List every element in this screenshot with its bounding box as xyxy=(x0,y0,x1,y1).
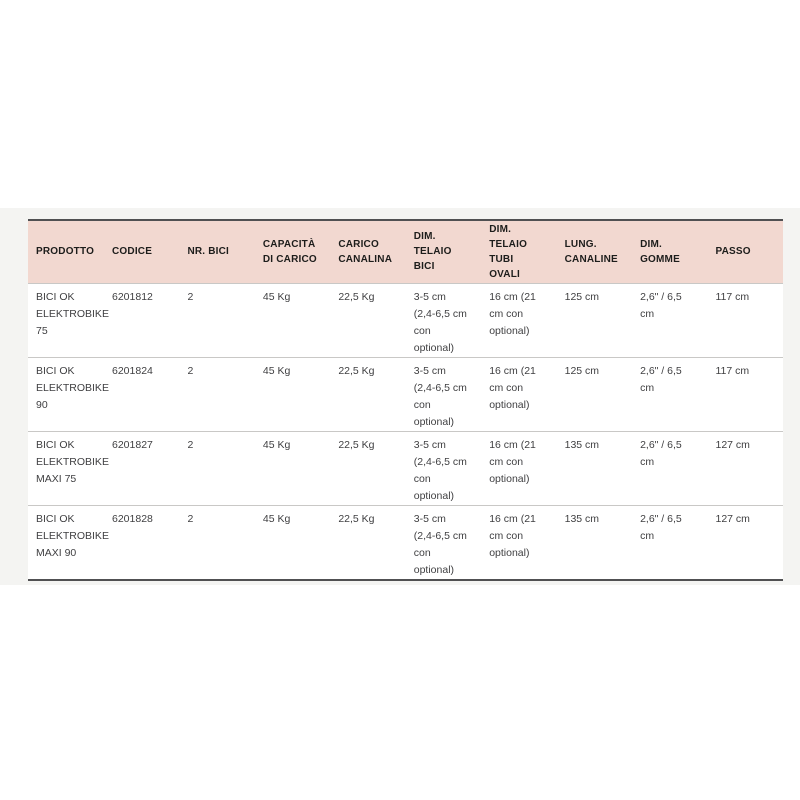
table-body: BICI OK ELEKTROBIKE 75 6201812 2 45 Kg 22,5 … xyxy=(28,283,783,580)
table-cell: 127 cm xyxy=(715,512,750,525)
table-cell: 22,5 Kg xyxy=(338,364,375,377)
table-cell: 2 xyxy=(187,290,194,303)
table-cell: 16 cm (21 cm con optional) xyxy=(489,512,536,559)
table-cell: 6201828 xyxy=(112,512,153,525)
column-header-passo: PASSO xyxy=(707,220,783,284)
table-cell: 2 xyxy=(187,364,194,377)
table-cell: 117 cm xyxy=(715,290,750,303)
table-header: PRODOTTO CODICE NR. BICI CAPACITÀ DI CAR… xyxy=(28,220,783,284)
table-cell: 2,6" / 6,5 cm xyxy=(640,364,682,394)
column-header-dim-telaio: DIM. TELAIO BICI xyxy=(405,220,482,284)
table-cell: 117 cm xyxy=(715,364,750,377)
table-cell: 127 cm xyxy=(715,438,750,451)
column-header-lung-canaline: LUNG. CANALINE xyxy=(556,220,633,284)
table-cell: 6201827 xyxy=(112,438,153,451)
column-header-nr-bici: NR. BICI xyxy=(179,220,255,284)
table-cell: 2 xyxy=(187,438,194,451)
table-row: BICI OK ELEKTROBIKE MAXI 75 6201827 2 45 Kg… xyxy=(28,431,783,505)
table-cell: 125 cm xyxy=(564,290,600,303)
table-cell: 16 cm (21 cm con optional) xyxy=(489,290,536,337)
table-cell: 3-5 cm (2,4-6,5 cm con optional) xyxy=(413,438,467,502)
table-row: BICI OK ELEKTROBIKE MAXI 90 6201828 2 45 Kg… xyxy=(28,505,783,580)
table-cell: 6201824 xyxy=(112,364,153,377)
table-row: BICI OK ELEKTROBIKE 75 6201812 2 45 Kg 22,5 … xyxy=(28,283,783,357)
header-row: PRODOTTO CODICE NR. BICI CAPACITÀ DI CAR… xyxy=(28,220,783,284)
column-header-dim-gomme: DIM. GOMME xyxy=(632,220,708,284)
table-cell: 22,5 Kg xyxy=(338,512,375,525)
table-cell: 16 cm (21 cm con optional) xyxy=(489,364,536,411)
column-header-carico: CARICO CANALINA xyxy=(330,220,406,284)
table-cell: 22,5 Kg xyxy=(338,290,375,303)
table-cell: 3-5 cm (2,4-6,5 cm con optional) xyxy=(413,364,467,428)
table-cell: 45 Kg xyxy=(262,438,291,451)
table-cell: 45 Kg xyxy=(262,512,291,525)
table-cell: BICI OK ELEKTROBIKE 90 xyxy=(36,364,109,411)
column-header-codice: CODICE xyxy=(104,220,180,284)
table-cell: 22,5 Kg xyxy=(338,438,375,451)
table-cell: BICI OK ELEKTROBIKE 75 xyxy=(36,290,109,337)
table-cell: 6201812 xyxy=(112,290,153,303)
table-cell: 2 xyxy=(187,512,194,525)
table-cell: 16 cm (21 cm con optional) xyxy=(489,438,536,485)
column-header-capacita: CAPACITÀ DI CARICO xyxy=(254,220,331,284)
product-spec-table: PRODOTTO CODICE NR. BICI CAPACITÀ DI CAR… xyxy=(28,219,783,581)
table-row: BICI OK ELEKTROBIKE 90 6201824 2 45 Kg 22,5 … xyxy=(28,357,783,431)
table-cell: 125 cm xyxy=(564,364,600,377)
column-header-prodotto: PRODOTTO xyxy=(28,220,104,284)
table-cell: 45 Kg xyxy=(262,290,291,303)
table-cell: 3-5 cm (2,4-6,5 cm con optional) xyxy=(413,512,467,576)
table-cell: 2,6" / 6,5 cm xyxy=(640,290,682,320)
table-cell: 45 Kg xyxy=(262,364,291,377)
column-header-tubi-ovali: DIM. TELAIO TUBI OVALI xyxy=(481,220,557,284)
table-cell: 3-5 cm (2,4-6,5 cm con optional) xyxy=(413,290,467,354)
table-cell: BICI OK ELEKTROBIKE MAXI 75 xyxy=(36,438,109,485)
table-cell: 135 cm xyxy=(564,438,600,451)
table-cell: 135 cm xyxy=(564,512,600,525)
table-cell: 2,6" / 6,5 cm xyxy=(640,512,682,542)
table-cell: BICI OK ELEKTROBIKE MAXI 90 xyxy=(36,512,109,559)
table-cell: 2,6" / 6,5 cm xyxy=(640,438,682,468)
